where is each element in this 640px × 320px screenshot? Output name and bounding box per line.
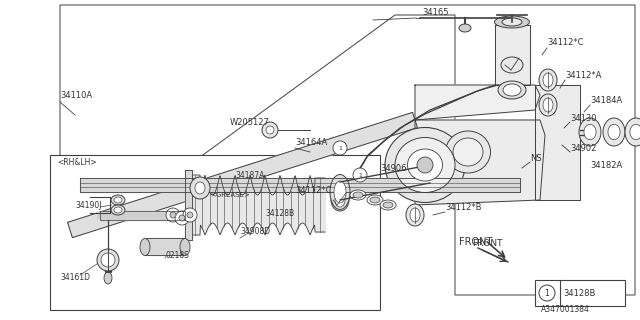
Text: 1: 1 — [358, 172, 362, 178]
Ellipse shape — [331, 189, 349, 211]
Text: 34165: 34165 — [422, 7, 449, 17]
Circle shape — [353, 168, 367, 182]
Circle shape — [539, 285, 555, 301]
Text: 34906: 34906 — [380, 164, 406, 172]
Ellipse shape — [330, 174, 350, 210]
Text: FRONT: FRONT — [472, 239, 502, 249]
Polygon shape — [100, 211, 185, 220]
Text: 34902: 34902 — [570, 143, 596, 153]
Bar — [535, 280, 625, 306]
Ellipse shape — [539, 94, 557, 116]
Text: 1: 1 — [545, 289, 549, 298]
Ellipse shape — [459, 24, 471, 32]
Ellipse shape — [608, 124, 620, 140]
Ellipse shape — [502, 18, 522, 26]
Text: 34187A: 34187A — [235, 171, 264, 180]
Ellipse shape — [140, 238, 150, 255]
Text: 34128B: 34128B — [563, 289, 595, 298]
Ellipse shape — [334, 181, 346, 203]
Polygon shape — [535, 85, 580, 200]
Text: 34908D: 34908D — [240, 228, 270, 236]
Ellipse shape — [408, 149, 442, 181]
Ellipse shape — [114, 207, 122, 213]
Text: 0218S: 0218S — [165, 251, 189, 260]
Ellipse shape — [501, 57, 523, 73]
Ellipse shape — [114, 197, 122, 203]
Text: 34164A: 34164A — [295, 138, 327, 147]
Ellipse shape — [97, 249, 119, 271]
Ellipse shape — [353, 192, 363, 198]
Text: 34112*B: 34112*B — [445, 204, 481, 212]
Ellipse shape — [335, 193, 345, 207]
Text: 34182A: 34182A — [590, 161, 622, 170]
Text: 34190J: 34190J — [75, 201, 102, 210]
Ellipse shape — [195, 182, 205, 194]
Polygon shape — [68, 112, 417, 238]
Text: 34110A: 34110A — [60, 91, 92, 100]
Polygon shape — [495, 25, 530, 85]
Text: 34161D: 34161D — [60, 274, 90, 283]
Ellipse shape — [180, 238, 190, 255]
Ellipse shape — [503, 84, 521, 96]
Text: A347001384: A347001384 — [541, 306, 589, 315]
Polygon shape — [185, 170, 192, 240]
Ellipse shape — [539, 69, 557, 91]
Ellipse shape — [445, 131, 490, 173]
Ellipse shape — [498, 81, 526, 99]
Text: 34112*C: 34112*C — [295, 186, 332, 195]
Ellipse shape — [111, 195, 125, 205]
Circle shape — [166, 208, 180, 222]
Circle shape — [179, 215, 185, 221]
Text: 34128B: 34128B — [265, 209, 294, 218]
Circle shape — [101, 253, 115, 267]
Ellipse shape — [111, 205, 125, 215]
Text: 1: 1 — [338, 146, 342, 150]
Ellipse shape — [370, 197, 380, 203]
Circle shape — [187, 212, 193, 218]
Circle shape — [183, 208, 197, 222]
Ellipse shape — [395, 138, 455, 193]
Text: 34130: 34130 — [570, 114, 596, 123]
Bar — [50, 155, 380, 310]
Circle shape — [266, 126, 274, 134]
Ellipse shape — [406, 204, 424, 226]
Text: <RH&LH>: <RH&LH> — [57, 157, 97, 166]
Ellipse shape — [453, 138, 483, 166]
Ellipse shape — [385, 127, 465, 203]
Text: <GREASE>: <GREASE> — [210, 192, 250, 198]
Ellipse shape — [383, 202, 393, 208]
Ellipse shape — [543, 98, 553, 112]
Circle shape — [333, 141, 347, 155]
Ellipse shape — [579, 118, 601, 146]
Ellipse shape — [380, 200, 396, 210]
Polygon shape — [415, 85, 540, 120]
Ellipse shape — [603, 118, 625, 146]
Polygon shape — [415, 120, 545, 205]
Circle shape — [170, 212, 176, 218]
Text: W205127: W205127 — [230, 117, 270, 126]
Ellipse shape — [584, 124, 596, 140]
Ellipse shape — [543, 73, 553, 87]
Ellipse shape — [410, 208, 420, 222]
Circle shape — [262, 122, 278, 138]
Ellipse shape — [625, 118, 640, 146]
Text: 34184A: 34184A — [590, 95, 622, 105]
Circle shape — [175, 211, 189, 225]
Ellipse shape — [367, 195, 383, 205]
Text: NS: NS — [530, 154, 541, 163]
Text: 34112*A: 34112*A — [565, 70, 602, 79]
Ellipse shape — [495, 16, 529, 28]
Polygon shape — [145, 238, 185, 255]
Ellipse shape — [104, 272, 112, 284]
Ellipse shape — [630, 124, 640, 140]
Text: 34112*C: 34112*C — [547, 37, 584, 46]
Circle shape — [417, 157, 433, 173]
Ellipse shape — [190, 177, 210, 199]
Ellipse shape — [350, 190, 366, 200]
Text: FRONT: FRONT — [460, 237, 493, 247]
Polygon shape — [80, 178, 520, 192]
